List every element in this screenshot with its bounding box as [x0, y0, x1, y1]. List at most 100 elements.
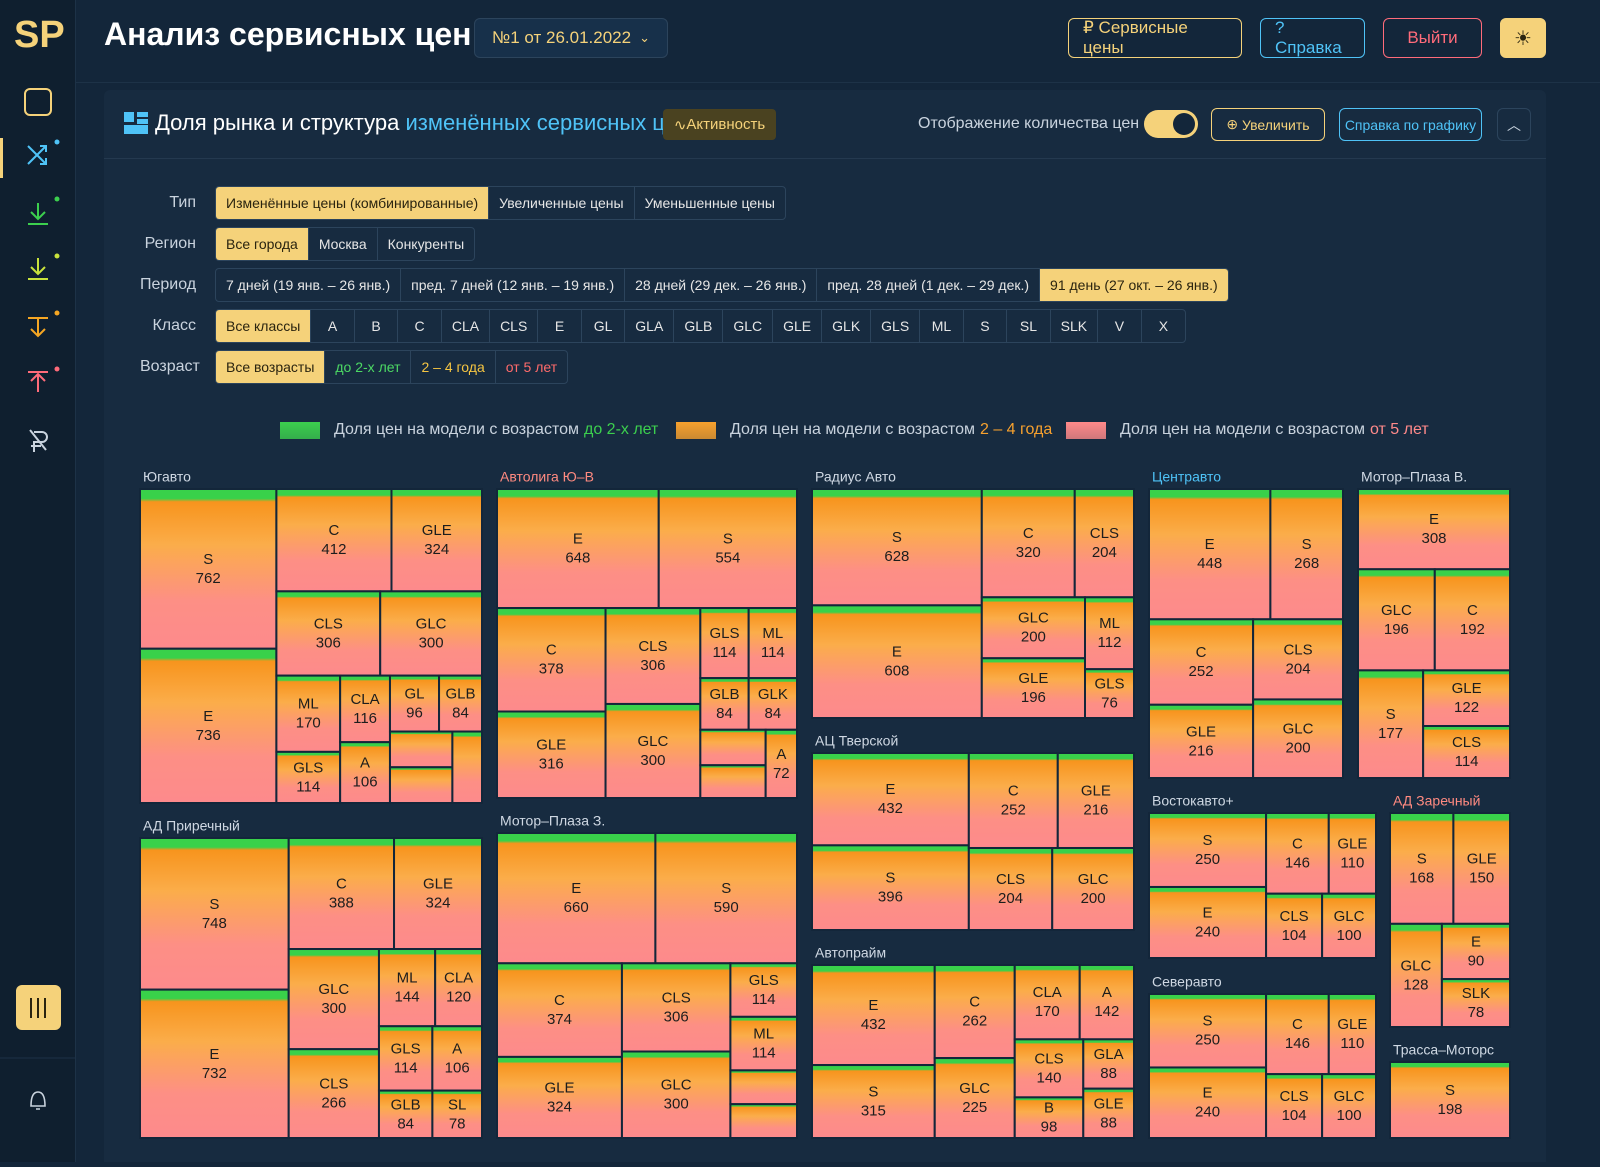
- tile: [1357, 669, 1425, 779]
- dashboard-icon[interactable]: [24, 88, 52, 116]
- tile-class: CLS: [314, 615, 343, 632]
- filter-option[interactable]: CLA: [442, 310, 491, 342]
- filter-option[interactable]: пред. 7 дней (12 янв. – 19 янв.): [401, 269, 626, 301]
- tile-class: GLC: [1401, 957, 1432, 974]
- toggle[interactable]: [1144, 110, 1198, 138]
- tile: [620, 962, 732, 1053]
- tile-value: 146: [1285, 854, 1310, 871]
- filter-option[interactable]: 7 дней (19 янв. – 26 янв.): [216, 269, 402, 301]
- tile-value: 170: [1035, 1003, 1060, 1020]
- download-icon[interactable]: [28, 203, 48, 225]
- filter-option[interactable]: GLA: [625, 310, 675, 342]
- chart-help-button[interactable]: Справка по графику: [1339, 108, 1482, 141]
- filter-option[interactable]: GLK: [822, 310, 872, 342]
- tile-class: GLS: [293, 759, 323, 776]
- filter-option[interactable]: GLS: [871, 310, 921, 342]
- tile-value: 204: [1286, 660, 1311, 677]
- tile-value: 78: [449, 1115, 466, 1132]
- tile-value: 177: [1378, 725, 1403, 742]
- filter-option[interactable]: C: [398, 310, 442, 342]
- filter-option[interactable]: GLC: [723, 310, 774, 342]
- filter-option[interactable]: SL: [1007, 310, 1051, 342]
- tile-class: GLE: [1018, 670, 1048, 687]
- filter-option[interactable]: пред. 28 дней (1 дек. – 29 дек.): [817, 269, 1041, 301]
- tile-value: 628: [884, 548, 909, 565]
- tile: [699, 764, 767, 799]
- filter-option[interactable]: до 2-х лет: [325, 351, 412, 383]
- filter-option[interactable]: CLS: [490, 310, 539, 342]
- zoom-button[interactable]: ⊕ Увеличить: [1211, 108, 1325, 141]
- filter-option[interactable]: E: [538, 310, 582, 342]
- tile: [451, 730, 484, 804]
- filter-option[interactable]: A: [311, 310, 355, 342]
- header-button-label: ₽ Сервисные цены: [1083, 18, 1188, 57]
- filter-option[interactable]: 2 – 4 года: [411, 351, 496, 383]
- tile: [1433, 568, 1511, 672]
- theme-button[interactable]: ☀: [1500, 18, 1546, 58]
- filter-option[interactable]: SLK: [1051, 310, 1099, 342]
- sidebar-icons: [0, 88, 76, 1110]
- filter-option[interactable]: Все города: [216, 228, 309, 260]
- tile: [139, 988, 290, 1140]
- filter-option[interactable]: Изменённые цены (комбинированные): [216, 187, 490, 219]
- filter-option[interactable]: B: [355, 310, 399, 342]
- filter-option[interactable]: Все возрасты: [216, 351, 326, 383]
- document-select[interactable]: №1 от 26.01.2022 ⌄: [474, 18, 668, 58]
- filter-option[interactable]: Все классы: [216, 310, 312, 342]
- filter-option[interactable]: S: [964, 310, 1008, 342]
- tile-class: E: [209, 1046, 219, 1063]
- filter-option[interactable]: GL: [582, 310, 626, 342]
- group-label: Югавто: [143, 469, 191, 485]
- upload-icon[interactable]: [28, 371, 48, 392]
- filter-option[interactable]: V: [1098, 310, 1142, 342]
- tile: [811, 488, 983, 607]
- exchange-icon[interactable]: [28, 317, 48, 338]
- download-icon[interactable]: [28, 258, 48, 280]
- tile: [1422, 725, 1511, 780]
- bell-icon[interactable]: [30, 1091, 46, 1110]
- tile-value: 262: [962, 1013, 987, 1030]
- tile-class: ML: [1099, 615, 1120, 632]
- tile-value: 388: [329, 894, 354, 911]
- filter-option[interactable]: GLB: [674, 310, 724, 342]
- tile-value: 200: [1286, 740, 1311, 757]
- header-button[interactable]: ? Справка: [1260, 18, 1365, 58]
- tile-class: GLC: [416, 615, 447, 632]
- collapse-button[interactable]: ︿: [1497, 108, 1531, 141]
- tile-value: 306: [316, 634, 341, 651]
- tile-class: S: [1302, 536, 1312, 553]
- tile: [377, 1025, 434, 1092]
- activity-badge[interactable]: ∿ Активность: [663, 109, 776, 140]
- tile: [729, 1103, 799, 1139]
- filter-option[interactable]: от 5 лет: [505, 359, 558, 375]
- tile-value: 198: [1437, 1101, 1462, 1118]
- tile-value: 225: [962, 1099, 987, 1116]
- tile-class: A: [452, 1040, 462, 1057]
- legend-item: Доля цен на модели с возрастом от 5 лет: [1066, 421, 1429, 439]
- tile-class: ML: [753, 1026, 774, 1043]
- no-ruble-icon[interactable]: [29, 429, 48, 452]
- tile: [654, 832, 799, 965]
- tile-value: 320: [1016, 544, 1041, 561]
- tile-value: 106: [445, 1059, 470, 1076]
- filter-option[interactable]: X: [1158, 318, 1169, 334]
- filter-option[interactable]: GLE: [773, 310, 823, 342]
- tile-value: 192: [1460, 621, 1485, 638]
- filter-option[interactable]: ML: [920, 310, 964, 342]
- tile-class: E: [1429, 511, 1439, 528]
- filter-option[interactable]: 28 дней (29 дек. – 26 янв.): [625, 269, 818, 301]
- filter-option[interactable]: Уменьшенные цены: [644, 195, 775, 211]
- tile-class: CLS: [1280, 908, 1309, 925]
- tile-class: C: [1292, 835, 1303, 852]
- shuffle-icon[interactable]: [27, 145, 47, 165]
- filter-option[interactable]: Увеличенные цены: [489, 187, 635, 219]
- tile-value: 110: [1340, 854, 1364, 871]
- header-button[interactable]: ₽ Сервисные цены: [1068, 18, 1242, 58]
- filter-option[interactable]: Конкуренты: [387, 236, 465, 252]
- filter-option[interactable]: 91 день (27 окт. – 26 янв.): [1040, 269, 1228, 301]
- document-label: №1 от 26.01.2022: [492, 28, 632, 47]
- tile-class: A: [776, 746, 786, 763]
- header-button[interactable]: Выйти: [1383, 18, 1482, 58]
- filter-option[interactable]: Москва: [309, 228, 378, 260]
